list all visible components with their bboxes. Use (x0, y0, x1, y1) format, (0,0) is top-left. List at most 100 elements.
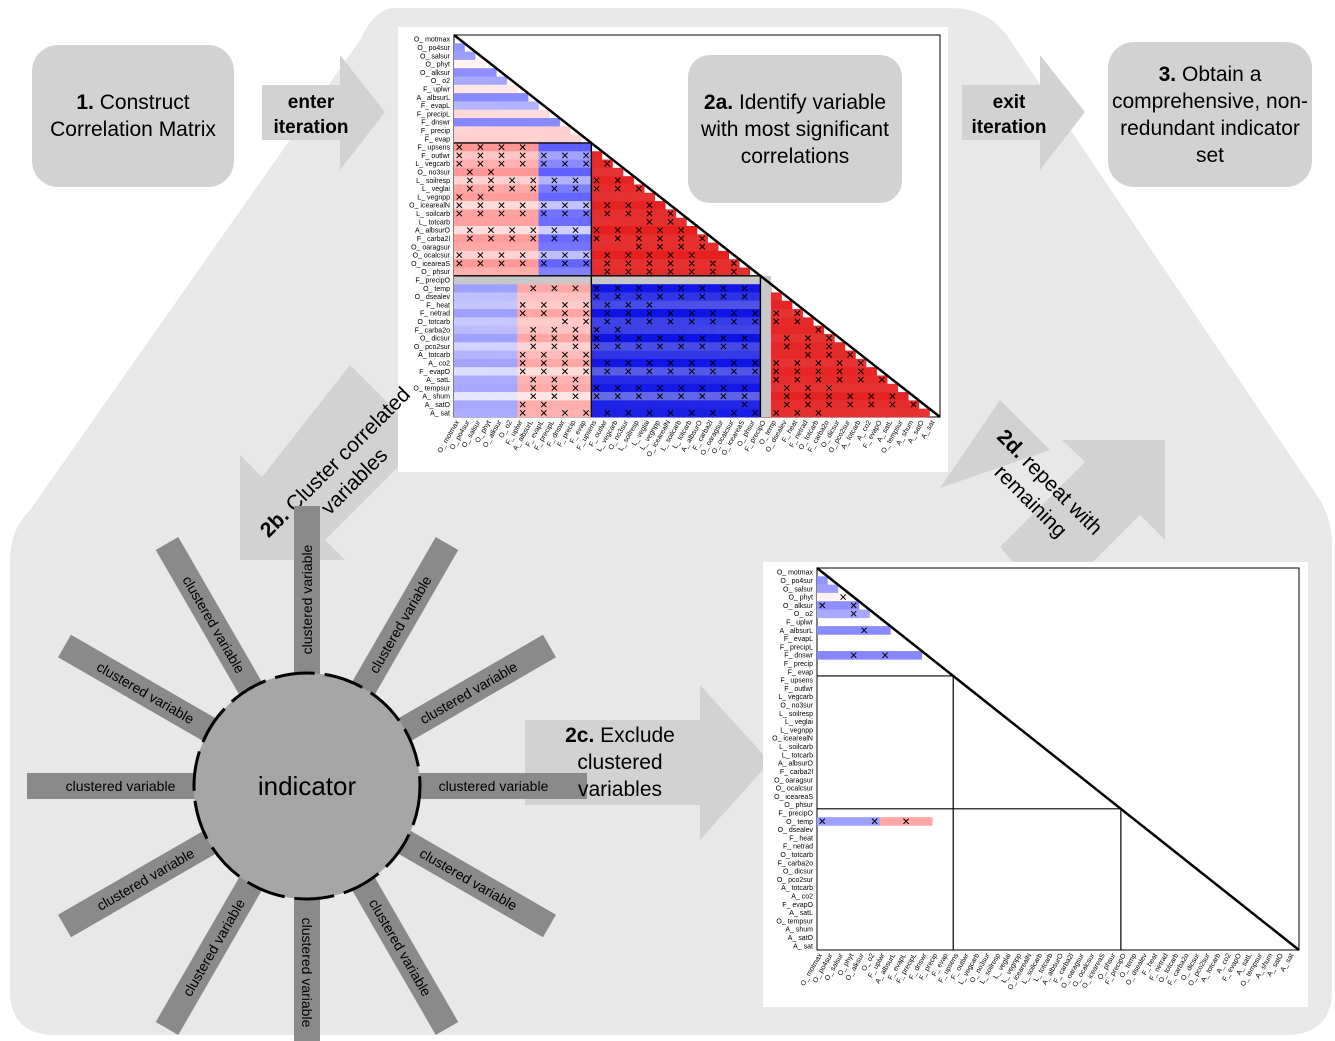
matrix-cell (908, 408, 920, 418)
significance-mark (773, 318, 780, 325)
matrix-cell (485, 76, 497, 86)
row-label: O_ motmax (777, 570, 814, 577)
matrix-cell (496, 234, 508, 243)
matrix-cell (496, 242, 508, 252)
matrix-cell (879, 817, 891, 826)
significance-mark (657, 343, 664, 350)
matrix-cell (496, 408, 508, 418)
significance-mark (572, 235, 579, 242)
matrix-cell (506, 159, 518, 169)
matrix-cell (827, 584, 839, 594)
matrix-cell (844, 375, 856, 385)
matrix-cell (675, 325, 687, 335)
matrix-cell (517, 267, 529, 277)
matrix-cell (817, 592, 828, 602)
step-2a-number: 2a. (703, 90, 734, 114)
row-label: O_ dsealev (415, 294, 451, 301)
matrix-cell (570, 209, 582, 218)
matrix-cell (837, 651, 849, 660)
matrix-cell (580, 400, 592, 409)
matrix-cell (739, 317, 751, 326)
matrix-cell (591, 350, 603, 360)
significance-mark (815, 326, 822, 333)
matrix-cell (570, 250, 582, 260)
matrix-cell (911, 817, 923, 826)
matrix-cell (749, 300, 761, 310)
matrix-cell (792, 325, 803, 335)
matrix-cell (454, 118, 465, 127)
matrix-cell (580, 176, 592, 185)
matrix-cell (485, 68, 497, 77)
row-label: A_ shum (422, 394, 450, 401)
significance-mark (699, 235, 706, 242)
matrix-cell (549, 201, 560, 210)
matrix-cell (623, 350, 634, 360)
matrix-cell (623, 242, 634, 252)
matrix-cell (612, 167, 624, 177)
row-label: O_ dicsur (420, 336, 451, 343)
matrix-cell (496, 134, 508, 144)
matrix-cell (697, 309, 708, 318)
matrix-cell (527, 109, 539, 119)
significance-mark (667, 409, 674, 416)
row-label: F_ carba2o (415, 327, 451, 334)
significance-mark (540, 409, 547, 416)
matrix-cell (454, 242, 465, 252)
matrix-cell (813, 342, 825, 351)
significance-mark (794, 368, 801, 375)
spoke-bar (381, 821, 556, 938)
matrix-cell (601, 192, 613, 202)
matrix-cell (485, 209, 497, 218)
matrix-cell (623, 292, 634, 302)
matrix-cell (549, 408, 560, 418)
matrix-cell (549, 267, 560, 277)
matrix-cell (612, 400, 624, 409)
row-label: O_ iceareaS (774, 794, 813, 801)
matrix-cell (897, 408, 909, 418)
matrix-cell (823, 367, 835, 376)
significance-mark (466, 227, 473, 234)
matrix-cell (506, 134, 518, 144)
matrix-cell (633, 400, 645, 409)
row-label: A_ sat (430, 410, 450, 417)
matrix-cell (792, 333, 803, 343)
significance-mark (593, 235, 600, 242)
matrix-cell (633, 259, 645, 268)
matrix-cell (464, 358, 476, 368)
significance-mark (519, 144, 526, 151)
matrix-cell (601, 350, 613, 360)
matrix-cell (855, 383, 867, 393)
matrix-cell (591, 367, 603, 376)
significance-mark (604, 210, 611, 217)
matrix-cell (697, 358, 708, 368)
matrix-cell (506, 118, 518, 127)
row-label: F_ evapO (782, 902, 813, 909)
significance-mark (498, 202, 505, 209)
matrix-cell (454, 51, 465, 61)
matrix-cell (527, 151, 539, 160)
matrix-cell (665, 383, 677, 393)
significance-mark (551, 326, 558, 333)
matrix-cell (475, 350, 486, 360)
significance-mark (604, 252, 611, 259)
matrix-cell (718, 259, 729, 268)
matrix-cell (527, 142, 539, 152)
matrix-cell (739, 309, 751, 318)
matrix-cell (549, 159, 560, 169)
significance-mark (561, 160, 568, 167)
matrix-cell (686, 226, 698, 235)
significance-mark (720, 335, 727, 342)
matrix-cell (591, 309, 603, 318)
matrix-cell (559, 325, 571, 335)
significance-mark (699, 285, 706, 292)
significance-mark (551, 177, 558, 184)
matrix-cell (517, 184, 529, 194)
matrix-cell (496, 300, 508, 310)
significance-mark (551, 376, 558, 383)
significance-mark (604, 202, 611, 209)
matrix-cell (633, 367, 645, 376)
significance-mark (561, 351, 568, 358)
highlight-col (760, 275, 771, 417)
matrix-cell (837, 817, 849, 826)
significance-mark (561, 152, 568, 159)
